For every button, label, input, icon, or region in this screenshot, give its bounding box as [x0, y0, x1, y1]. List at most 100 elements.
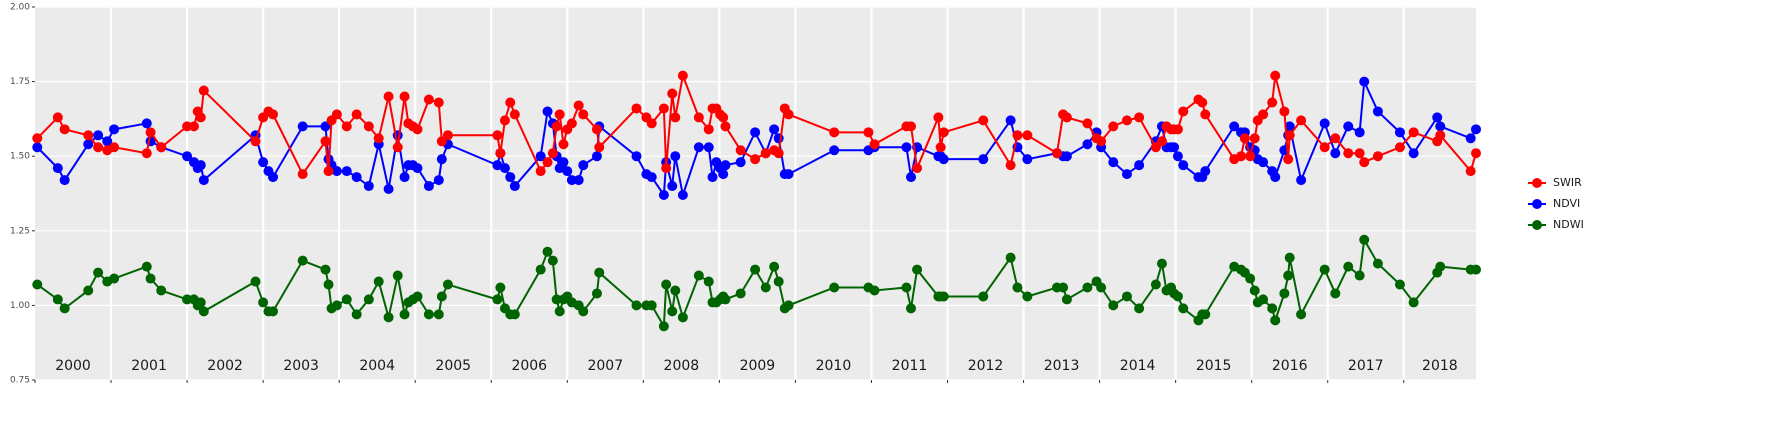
data-point — [383, 312, 394, 323]
data-point — [59, 175, 70, 186]
y-tick-label: 2.00 — [10, 3, 30, 13]
data-point — [906, 303, 917, 314]
data-point — [1343, 261, 1354, 272]
data-point — [1359, 234, 1370, 245]
data-point — [1178, 106, 1189, 117]
data-point — [297, 169, 308, 180]
data-point — [829, 282, 840, 293]
data-point — [783, 300, 794, 311]
data-point — [363, 121, 374, 132]
data-point — [52, 112, 63, 123]
data-point — [773, 276, 784, 287]
data-point — [383, 91, 394, 102]
data-point — [760, 148, 771, 159]
data-point — [573, 175, 584, 186]
data-point — [297, 255, 308, 266]
data-point — [1239, 133, 1250, 144]
data-point — [109, 142, 120, 153]
data-point — [677, 312, 688, 323]
data-point — [906, 121, 917, 132]
data-point — [1435, 121, 1446, 132]
data-point — [906, 172, 917, 183]
data-point — [735, 157, 746, 168]
data-point — [760, 282, 771, 293]
data-point — [1012, 282, 1023, 293]
data-point — [703, 142, 714, 153]
data-point — [1284, 121, 1295, 132]
data-point — [1330, 288, 1341, 299]
data-point — [750, 264, 761, 275]
legend-marker — [1532, 220, 1542, 230]
data-point — [433, 309, 444, 320]
data-point — [693, 112, 704, 123]
data-point — [938, 291, 949, 302]
data-point — [268, 109, 279, 120]
data-point — [320, 264, 331, 275]
data-point — [1343, 148, 1354, 159]
x-tick-label: 2013 — [1044, 358, 1080, 374]
data-point — [1394, 142, 1405, 153]
data-point — [1354, 148, 1365, 159]
data-point — [1408, 297, 1419, 308]
data-point — [383, 184, 394, 195]
data-point — [594, 267, 605, 278]
data-point — [1359, 157, 1370, 168]
data-point — [1267, 97, 1278, 108]
data-point — [1096, 282, 1107, 293]
data-point — [667, 306, 678, 317]
data-point — [1058, 282, 1069, 293]
data-point — [1319, 264, 1330, 275]
data-point — [109, 124, 120, 135]
data-point — [1319, 142, 1330, 153]
data-point — [93, 130, 104, 141]
data-point — [551, 294, 562, 305]
data-point — [718, 169, 729, 180]
data-point — [1178, 303, 1189, 314]
data-point — [32, 133, 43, 144]
data-point — [1061, 294, 1072, 305]
data-point — [1319, 118, 1330, 129]
data-point — [1279, 288, 1290, 299]
data-point — [912, 163, 923, 174]
data-point — [1061, 151, 1072, 162]
data-point — [145, 127, 156, 138]
data-point — [1249, 285, 1260, 296]
x-tick-label: 2017 — [1348, 358, 1384, 374]
data-point — [93, 142, 104, 153]
data-point — [591, 124, 602, 135]
data-point — [351, 309, 362, 320]
data-point — [399, 91, 410, 102]
x-tick-label: 2007 — [587, 358, 623, 374]
data-point — [863, 127, 874, 138]
data-point — [558, 157, 569, 168]
data-point — [412, 124, 423, 135]
data-point — [646, 300, 657, 311]
x-tick-label: 2008 — [664, 358, 700, 374]
data-point — [631, 103, 642, 114]
data-point — [1372, 258, 1383, 269]
data-point — [869, 139, 880, 150]
data-point — [351, 109, 362, 120]
data-point — [938, 154, 949, 165]
data-point — [783, 109, 794, 120]
data-point — [83, 285, 94, 296]
data-point — [551, 121, 562, 132]
y-tick-label: 1.25 — [10, 226, 30, 236]
plot-panel — [35, 7, 1476, 380]
x-tick-label: 2014 — [1120, 358, 1156, 374]
data-point — [1394, 279, 1405, 290]
data-point — [1283, 154, 1294, 165]
data-point — [1022, 130, 1033, 141]
data-point — [535, 166, 546, 177]
data-point — [141, 118, 152, 129]
data-point — [646, 172, 657, 183]
data-point — [901, 142, 912, 153]
data-point — [631, 151, 642, 162]
data-point — [554, 109, 565, 120]
data-point — [718, 112, 729, 123]
data-point — [750, 154, 761, 165]
data-point — [1052, 148, 1063, 159]
data-point — [1121, 291, 1132, 302]
data-point — [578, 160, 589, 171]
data-point — [1343, 121, 1354, 132]
